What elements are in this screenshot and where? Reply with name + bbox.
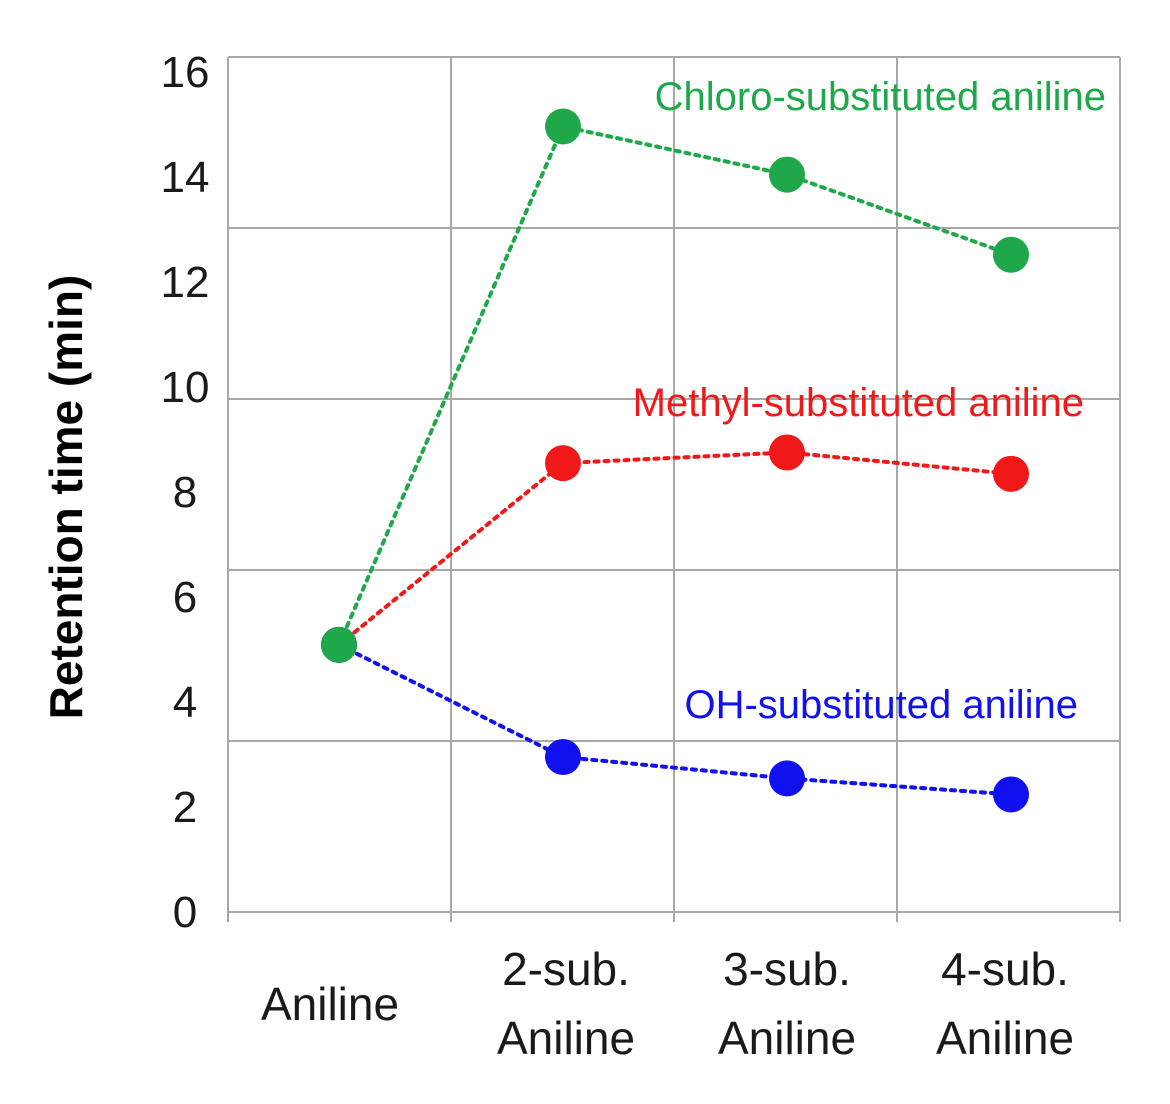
data-point-methyl-3	[993, 455, 1029, 492]
grid-group	[227, 56, 1121, 922]
y-tick-label: 2	[173, 783, 197, 832]
data-point-chloro-3	[993, 236, 1029, 273]
series-line-oh	[337, 642, 1013, 797]
series-points	[321, 108, 1029, 813]
data-point-methyl-1	[545, 445, 581, 482]
grid-vertical	[227, 57, 1121, 922]
y-axis-ticks: 0 2 4 6 8 10 12 14 16	[161, 48, 210, 937]
y-tick-label: 4	[173, 678, 197, 727]
series-label-oh: OH-substituted aniline	[684, 683, 1078, 727]
y-tick-label: 16	[161, 48, 210, 97]
x-category-label: 4-sub.	[941, 943, 1069, 995]
y-tick-label: 10	[161, 363, 210, 412]
x-category-label-line2: Aniline	[936, 1012, 1074, 1064]
data-point-oh-1	[545, 739, 581, 776]
y-axis-title: Retention time (min)	[40, 275, 92, 720]
y-tick-label: 8	[173, 468, 197, 517]
y-tick-label: 0	[173, 888, 197, 937]
series-label-methyl: Methyl-substituted aniline	[633, 381, 1084, 425]
x-category-label-line2: Aniline	[718, 1012, 856, 1064]
data-point-chloro-1	[545, 108, 581, 145]
x-category-label: 2-sub.	[502, 943, 630, 995]
x-category-label-line2: Aniline	[497, 1012, 635, 1064]
series-lines	[337, 124, 1013, 797]
y-tick-label: 12	[161, 258, 210, 307]
y-tick-label: 14	[161, 153, 210, 202]
series-line-chloro	[337, 124, 1013, 647]
data-point-methyl-2	[769, 434, 805, 471]
data-point-chloro-0	[321, 626, 357, 663]
series-label-chloro: Chloro-substituted aniline	[655, 75, 1106, 119]
data-point-oh-2	[769, 760, 805, 797]
series-annotations: Chloro-substituted aniline Methyl-substi…	[633, 75, 1106, 727]
x-category-label: Aniline	[261, 978, 399, 1030]
data-point-oh-3	[993, 776, 1029, 813]
series-line-methyl	[337, 450, 1013, 647]
y-tick-label: 6	[173, 573, 197, 622]
x-category-label: 3-sub.	[723, 943, 851, 995]
x-axis-categories: Aniline 2-sub. Aniline 3-sub. Aniline 4-…	[261, 943, 1074, 1064]
data-point-chloro-2	[769, 156, 805, 193]
